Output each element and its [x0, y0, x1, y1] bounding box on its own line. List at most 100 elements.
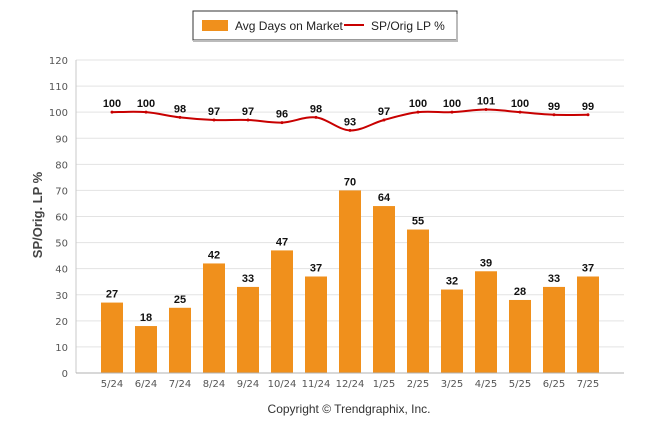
legend-shadow-bottom — [193, 40, 458, 42]
legend-box — [192, 10, 458, 41]
bar-data-label: 28 — [514, 286, 526, 298]
bar-labels: 27 18 25 42 33 47 37 70 64 55 32 39 28 33 37 — [106, 176, 594, 324]
x-tick-label: 4/25 — [475, 379, 497, 390]
bar — [135, 326, 157, 373]
bar — [407, 229, 429, 373]
x-tick-label: 3/25 — [441, 379, 463, 390]
bar — [577, 276, 599, 373]
x-tick-label: 6/25 — [543, 379, 565, 390]
line-data-label: 99 — [548, 101, 560, 113]
y-tick-label: 80 — [55, 160, 68, 171]
line-point — [110, 110, 114, 114]
bar — [101, 302, 123, 373]
y-tick-label: 30 — [55, 291, 68, 302]
line-data-label: 97 — [242, 106, 254, 118]
y-tick-label: 120 — [49, 56, 68, 67]
y-tick-label: 70 — [55, 186, 68, 197]
line-data-label: 96 — [276, 109, 288, 121]
line-data-label: 98 — [310, 103, 322, 115]
line-labels: 100 100 98 97 97 96 98 93 97 100 100 101 100 99 99 — [103, 96, 594, 129]
line-data-label: 100 — [409, 98, 427, 110]
bar — [373, 206, 395, 373]
line-data-label: 99 — [582, 101, 594, 113]
line-point — [416, 110, 420, 114]
line-data-label: 100 — [511, 98, 529, 110]
bar — [203, 263, 225, 373]
y-tick-label: 10 — [55, 343, 68, 354]
legend-shadow — [456, 14, 458, 41]
line-point — [450, 110, 454, 114]
line-data-label: 98 — [174, 103, 186, 115]
line-point — [144, 110, 148, 114]
x-tick-label: 10/24 — [268, 379, 297, 390]
y-tick-label: 50 — [55, 239, 68, 250]
x-tick-label: 9/24 — [237, 379, 259, 390]
bar-data-label: 55 — [412, 216, 424, 228]
bar — [543, 286, 565, 373]
bar — [305, 276, 327, 373]
line-data-label: 100 — [103, 98, 121, 110]
y-axis: 0 10 20 30 40 50 60 70 80 90 100 110 120 — [49, 56, 77, 380]
y-tick-label: 20 — [55, 317, 68, 328]
bar — [339, 190, 361, 373]
x-tick-label: 2/25 — [407, 379, 429, 390]
bar-data-label: 27 — [106, 289, 118, 301]
x-tick-label: 1/25 — [373, 379, 395, 390]
bar-data-label: 37 — [582, 262, 594, 274]
y-tick-label: 40 — [55, 265, 68, 276]
line-point — [484, 108, 488, 112]
x-tick-label: 7/25 — [577, 379, 599, 390]
line-point — [586, 113, 590, 117]
x-axis: 5/24 6/24 7/24 8/24 9/24 10/24 11/24 12/24 1/25 2… — [76, 372, 624, 390]
bar-data-label: 37 — [310, 262, 322, 274]
legend-bar-label: Avg Days on Market — [235, 19, 343, 33]
line-data-label: 101 — [477, 96, 495, 108]
line-data-label: 97 — [378, 106, 390, 118]
y-tick-label: 90 — [55, 134, 68, 145]
line-point — [280, 121, 284, 125]
bar-data-label: 33 — [548, 273, 560, 285]
line-point — [314, 115, 318, 119]
x-tick-label: 11/24 — [302, 379, 331, 390]
bar-data-label: 39 — [480, 257, 492, 269]
line-data-label: 100 — [443, 98, 461, 110]
legend-bar-swatch — [202, 20, 228, 31]
bar — [237, 286, 259, 373]
line-series — [110, 108, 590, 132]
legend-line-label: SP/Orig LP % — [371, 19, 445, 33]
line-point — [178, 115, 182, 119]
y-tick-label: 100 — [49, 108, 68, 119]
line-point — [552, 113, 556, 117]
bar-data-label: 64 — [378, 192, 391, 204]
line-data-label: 93 — [344, 116, 356, 128]
bar — [169, 307, 191, 373]
y-tick-label: 60 — [55, 213, 68, 224]
line-point — [246, 118, 250, 122]
line-data-label: 100 — [137, 98, 155, 110]
copyright-text: Copyright © Trendgraphix, Inc. — [268, 402, 431, 416]
bar-data-label: 32 — [446, 276, 458, 288]
x-tick-label: 12/24 — [336, 379, 365, 390]
bar — [441, 289, 463, 373]
bar — [475, 271, 497, 373]
x-tick-label: 5/25 — [509, 379, 531, 390]
y-axis-label: SP/Orig. LP % — [30, 171, 45, 258]
x-tick-label: 8/24 — [203, 379, 225, 390]
y-tick-label: 0 — [62, 369, 68, 380]
bar-data-label: 70 — [344, 176, 356, 188]
bar — [271, 250, 293, 373]
bar — [509, 299, 531, 373]
bar-data-label: 18 — [140, 312, 152, 324]
bar-data-label: 42 — [208, 249, 220, 261]
x-tick-label: 5/24 — [101, 379, 123, 390]
line-point — [212, 118, 216, 122]
bar-data-label: 33 — [242, 273, 254, 285]
y-tick-label: 110 — [49, 82, 68, 93]
legend: Avg Days on Market SP/Orig LP % — [192, 10, 458, 42]
bar-data-label: 25 — [174, 294, 186, 306]
line-point — [382, 118, 386, 122]
bar-data-label: 47 — [276, 236, 288, 248]
x-tick-label: 7/24 — [169, 379, 191, 390]
